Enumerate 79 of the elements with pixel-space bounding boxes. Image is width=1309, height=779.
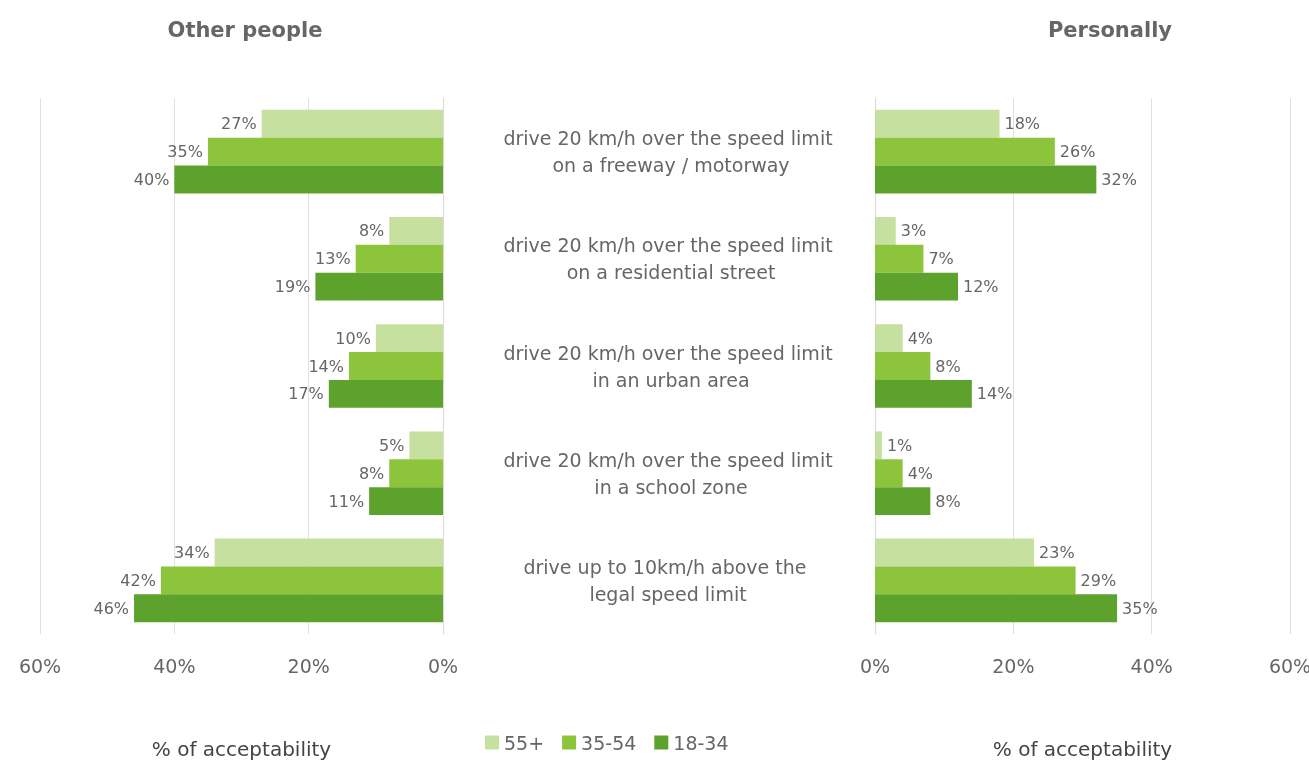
bar	[875, 459, 903, 488]
x-tick-label: 0%	[859, 654, 891, 677]
bar	[375, 324, 443, 353]
bar	[369, 487, 443, 516]
data-label: 8%	[358, 221, 385, 241]
bar	[875, 272, 958, 301]
y-tick-label: drive 20 km/h over the speed limit on a freeway / motorway	[503, 127, 833, 177]
data-label: 34%	[174, 543, 210, 563]
x-tick-label: 20%	[992, 654, 1035, 677]
x-tick-label: 20%	[287, 654, 330, 677]
y-tick-label: drive up to 10km/h above the legal speed limit	[523, 555, 813, 605]
bar	[134, 594, 443, 623]
data-label: 5%	[379, 435, 405, 455]
bar	[348, 352, 443, 380]
bar	[875, 487, 931, 516]
data-label: 40%	[133, 169, 170, 189]
bar	[261, 109, 443, 138]
legend-label: 18-34	[673, 731, 729, 754]
data-label: 1%	[886, 435, 913, 455]
x-tick-label: 40%	[153, 654, 196, 677]
bar	[160, 566, 443, 595]
data-label: 29%	[1080, 570, 1117, 590]
bar	[409, 431, 443, 460]
data-label: 14%	[976, 384, 1013, 404]
data-label: 10%	[335, 328, 371, 348]
data-label: 35%	[167, 142, 203, 162]
legend-label: 35-54	[581, 731, 637, 754]
bar	[875, 244, 924, 273]
data-label: 8%	[935, 356, 961, 376]
bar	[174, 165, 443, 194]
data-label: 11%	[328, 491, 365, 511]
bar	[328, 379, 443, 408]
bar	[214, 538, 443, 567]
data-label: 17%	[288, 384, 324, 404]
bar	[875, 594, 1118, 623]
data-label: 4%	[907, 463, 934, 483]
bar	[875, 137, 1055, 166]
x-tick-label: 40%	[1130, 654, 1173, 677]
chart-title: Personally	[1047, 17, 1173, 42]
y-tick-label: drive 20 km/h over the speed limit in an urban area	[503, 341, 833, 391]
x-tick-label: 0%	[427, 654, 459, 677]
data-label: 27%	[221, 114, 257, 134]
data-label: 4%	[907, 328, 934, 348]
data-label: 18%	[1004, 114, 1041, 134]
data-label: 42%	[120, 570, 156, 590]
bar	[875, 165, 1097, 194]
data-label: 46%	[93, 598, 130, 618]
data-label: 26%	[1059, 142, 1096, 162]
bar	[875, 324, 903, 353]
x-tick-label: 60%	[18, 654, 62, 677]
data-label: 8%	[935, 491, 961, 511]
data-label: 7%	[928, 249, 954, 269]
bar	[389, 459, 443, 488]
bar	[389, 216, 443, 245]
bar	[355, 244, 443, 273]
bar	[875, 431, 882, 460]
y-tick-label: drive 20 km/h over the speed limit on a residential street	[503, 234, 833, 284]
data-label: 35%	[1122, 598, 1158, 618]
data-label: 19%	[274, 277, 311, 297]
bar	[875, 109, 1000, 138]
chart-title: Other people	[167, 17, 323, 42]
data-label: 13%	[315, 249, 351, 269]
bar	[875, 352, 931, 380]
y-tick-label: drive 20 km/h over the speed limit in a school zone	[503, 448, 833, 498]
x-axis-title: % of acceptability	[992, 737, 1173, 761]
bar	[875, 216, 896, 245]
bar	[315, 272, 443, 301]
data-label: 3%	[900, 221, 927, 241]
x-axis-title: % of acceptability	[151, 737, 332, 761]
data-label: 14%	[308, 356, 344, 376]
data-label: 8%	[358, 463, 385, 483]
data-label: 12%	[963, 277, 999, 297]
legend-label: 55+	[504, 731, 545, 754]
bar	[875, 566, 1076, 595]
data-label: 23%	[1039, 543, 1075, 563]
bar	[207, 137, 443, 166]
data-label: 32%	[1101, 169, 1137, 189]
bar	[875, 538, 1035, 567]
bar	[875, 379, 972, 408]
